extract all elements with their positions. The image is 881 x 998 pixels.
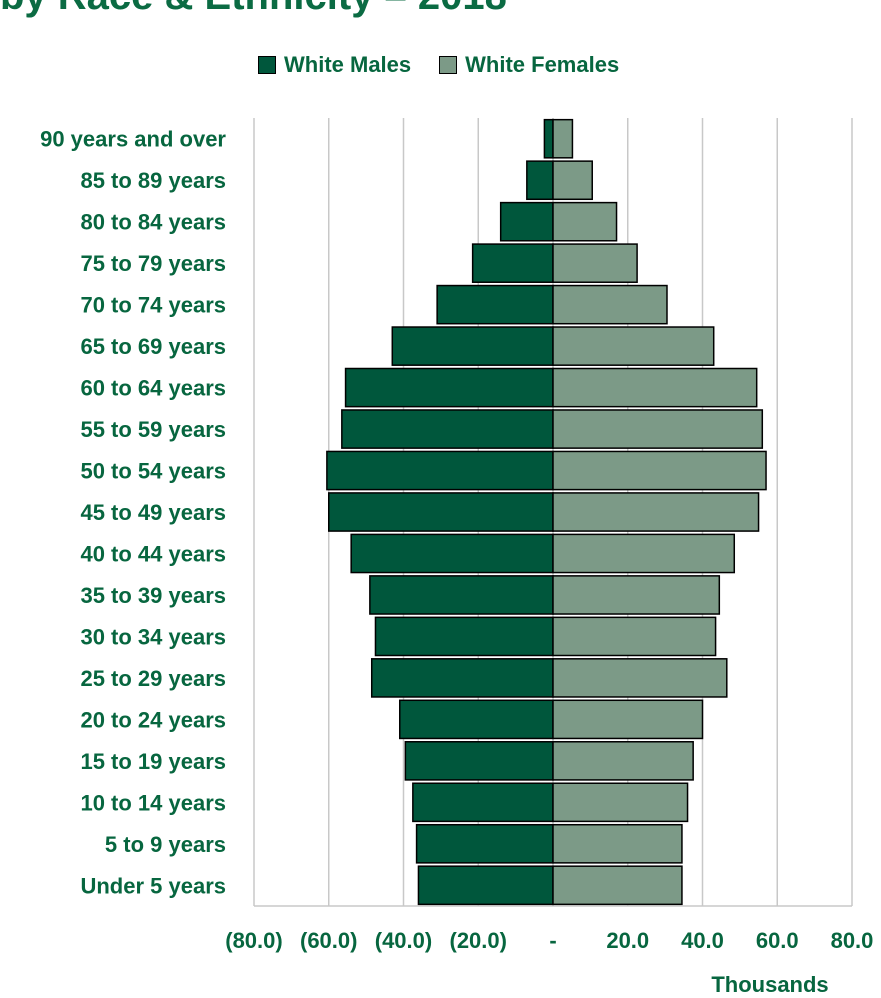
male-bar bbox=[399, 699, 554, 740]
category-label: 20 to 24 years bbox=[80, 707, 226, 732]
chart-title: by Race & Ethnicity – 2018 bbox=[0, 0, 507, 19]
male-bar bbox=[328, 492, 554, 532]
female-bar bbox=[552, 823, 683, 864]
x-tick-label: (40.0) bbox=[375, 928, 432, 953]
category-label: 5 to 9 years bbox=[105, 832, 226, 857]
legend-swatch-males bbox=[258, 56, 276, 74]
category-label: 65 to 69 years bbox=[80, 334, 226, 359]
female-bar bbox=[552, 118, 574, 159]
x-tick-label: 60.0 bbox=[756, 928, 799, 953]
category-label: 85 to 89 years bbox=[80, 168, 226, 193]
category-label: 25 to 29 years bbox=[80, 666, 226, 691]
male-bar bbox=[543, 118, 554, 159]
legend: White Males White Females bbox=[258, 52, 619, 78]
x-tick-label: 40.0 bbox=[681, 928, 724, 953]
category-label: 55 to 59 years bbox=[80, 417, 226, 442]
male-bar bbox=[436, 284, 554, 325]
category-label: 45 to 49 years bbox=[80, 500, 226, 525]
male-bar bbox=[404, 741, 554, 781]
category-label: 15 to 19 years bbox=[80, 749, 226, 774]
male-bar bbox=[415, 823, 554, 864]
female-bar bbox=[552, 160, 593, 201]
male-bar bbox=[499, 201, 554, 242]
legend-item-males: White Males bbox=[258, 52, 411, 78]
x-tick-label: (60.0) bbox=[300, 928, 357, 953]
male-bar bbox=[326, 450, 554, 491]
male-bar bbox=[417, 865, 554, 906]
category-label: 80 to 84 years bbox=[80, 210, 226, 235]
female-bar bbox=[552, 741, 694, 781]
male-bar bbox=[471, 243, 554, 283]
male-bar bbox=[374, 616, 554, 657]
female-bar bbox=[552, 284, 668, 325]
female-bar bbox=[552, 616, 717, 657]
male-bar bbox=[350, 533, 554, 574]
x-tick-label: - bbox=[549, 928, 556, 953]
male-bar bbox=[369, 575, 554, 615]
category-label: 40 to 44 years bbox=[80, 541, 226, 566]
category-label: 90 years and over bbox=[40, 127, 226, 152]
female-bar bbox=[552, 575, 721, 615]
category-label: 50 to 54 years bbox=[80, 459, 226, 484]
x-unit-label: Thousands bbox=[711, 972, 828, 997]
female-bar bbox=[552, 699, 704, 740]
male-bar bbox=[344, 367, 554, 408]
category-label: Under 5 years bbox=[80, 873, 226, 898]
female-bar bbox=[552, 782, 689, 823]
female-bar bbox=[552, 243, 638, 283]
x-tick-label: 80.0 bbox=[831, 928, 874, 953]
female-bar bbox=[552, 450, 767, 491]
female-bar bbox=[552, 658, 728, 698]
x-tick-label: 20.0 bbox=[606, 928, 649, 953]
legend-swatch-females bbox=[439, 56, 458, 74]
legend-label-males: White Males bbox=[284, 52, 412, 77]
legend-item-females: White Females bbox=[439, 52, 619, 78]
category-label: 30 to 34 years bbox=[80, 624, 226, 649]
female-bar bbox=[552, 367, 758, 408]
category-label: 10 to 14 years bbox=[80, 790, 226, 815]
female-bar bbox=[552, 326, 715, 366]
category-label: 70 to 74 years bbox=[80, 293, 226, 318]
legend-label-females: White Females bbox=[465, 52, 620, 77]
female-bar bbox=[552, 201, 618, 242]
male-bar bbox=[526, 160, 554, 201]
x-tick-label: (80.0) bbox=[225, 928, 282, 953]
male-bar bbox=[412, 782, 554, 823]
male-bar bbox=[391, 326, 554, 366]
category-label: 75 to 79 years bbox=[80, 251, 226, 276]
female-bar bbox=[552, 533, 736, 574]
male-bar bbox=[370, 658, 554, 698]
category-label: 35 to 39 years bbox=[80, 583, 226, 608]
female-bar bbox=[552, 409, 764, 449]
female-bar bbox=[552, 865, 683, 906]
male-bar bbox=[341, 409, 554, 449]
x-tick-label: (20.0) bbox=[450, 928, 507, 953]
category-label: 60 to 64 years bbox=[80, 376, 226, 401]
female-bar bbox=[552, 492, 760, 532]
